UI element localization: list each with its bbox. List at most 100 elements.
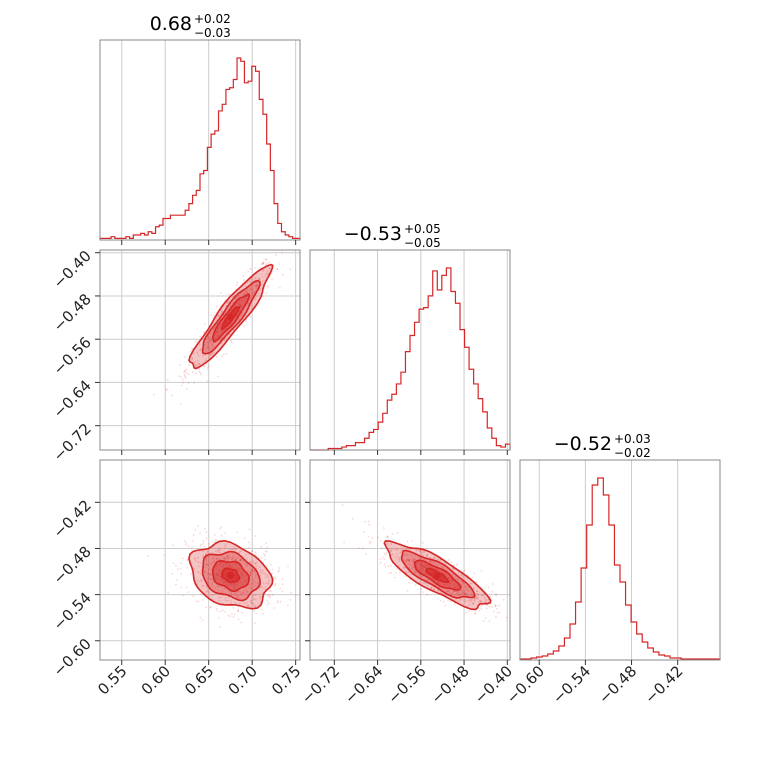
sample-point: [415, 562, 418, 565]
sample-point: [216, 557, 219, 560]
sample-point: [415, 550, 418, 552]
sample-point: [258, 292, 260, 295]
sample-point: [264, 275, 267, 278]
sample-point: [226, 565, 229, 568]
sample-point: [475, 581, 478, 584]
sample-point: [435, 563, 438, 566]
sample-point: [241, 312, 244, 315]
sample-point: [420, 564, 423, 567]
sample-point: [245, 564, 248, 567]
sample-point: [230, 592, 233, 595]
sample-point: [457, 580, 460, 583]
sample-point: [210, 352, 213, 355]
sample-point: [207, 346, 210, 349]
sample-point: [424, 565, 426, 568]
sample-point: [242, 291, 245, 294]
sample-point: [426, 579, 428, 582]
sample-point: [210, 340, 212, 343]
sample-point: [367, 535, 370, 538]
sample-point: [471, 576, 473, 579]
sample-point: [211, 344, 214, 347]
sample-point: [476, 592, 479, 595]
sample-point: [478, 610, 480, 613]
sample-point: [234, 562, 237, 565]
sample-point: [224, 312, 226, 314]
sample-point: [444, 573, 447, 576]
sample-point: [408, 559, 410, 562]
sample-point: [235, 595, 238, 597]
y-tick-label: −0.72: [50, 420, 95, 465]
sample-point: [377, 536, 380, 539]
histogram-step: [519, 477, 721, 660]
sample-point: [197, 362, 200, 365]
sample-point: [195, 372, 197, 375]
sample-point: [240, 574, 243, 577]
sample-point: [166, 378, 169, 381]
sample-point: [224, 557, 226, 560]
sample-point: [343, 541, 346, 544]
sample-point: [199, 545, 202, 548]
sample-point: [429, 561, 432, 563]
sample-point: [236, 591, 238, 594]
sample-point: [240, 304, 243, 307]
sample-point: [259, 597, 261, 600]
sample-point: [216, 574, 219, 577]
sample-point: [436, 589, 439, 592]
sample-point: [413, 558, 416, 561]
sample-point: [232, 616, 235, 618]
sample-point: [221, 594, 224, 597]
sample-point: [495, 592, 497, 595]
sample-point: [278, 286, 281, 289]
histogram-panel-2: −0.60 −0.54 −0.48 −0.42−0.52 +0.03−0.02: [503, 432, 721, 707]
sample-point: [210, 594, 212, 597]
sample-point: [214, 587, 217, 589]
sample-point: [255, 285, 258, 288]
sample-point: [234, 601, 237, 604]
sample-point: [450, 578, 453, 581]
sample-point: [480, 608, 483, 610]
sample-point: [384, 554, 387, 556]
sample-point: [192, 595, 195, 598]
sample-point: [452, 583, 455, 586]
sample-point: [172, 562, 175, 565]
sample-point: [209, 578, 211, 580]
sample-point: [471, 601, 474, 604]
sample-point: [487, 586, 490, 589]
sample-point: [219, 549, 222, 551]
sample-point: [266, 599, 269, 602]
sample-point: [241, 299, 244, 302]
param-title-upper-error: +0.02: [194, 12, 231, 26]
sample-point: [246, 564, 248, 567]
sample-point: [242, 293, 245, 295]
sample-point: [245, 291, 248, 293]
sample-point: [206, 341, 209, 344]
param-title-lower-error: −0.03: [194, 26, 231, 40]
scatter-panel-1: 0.55 0.60 0.65 0.70 0.75−0.60−0.54−0.48−0.42: [50, 459, 304, 698]
sample-point: [218, 551, 221, 554]
sample-point: [429, 560, 432, 563]
sample-point: [484, 598, 486, 601]
sample-point: [237, 597, 240, 599]
sample-point: [240, 621, 243, 624]
sample-point: [251, 292, 254, 295]
sample-point: [242, 589, 245, 592]
sample-point: [206, 346, 209, 349]
sample-point: [250, 278, 253, 280]
sample-point: [422, 565, 425, 568]
sample-point: [216, 574, 219, 577]
sample-point: [484, 601, 487, 604]
sample-point: [243, 301, 246, 303]
sample-point: [261, 276, 264, 279]
sample-point: [447, 589, 450, 592]
sample-point: [226, 556, 229, 559]
sample-point: [247, 570, 249, 573]
sample-point: [216, 355, 218, 358]
sample-point: [194, 361, 196, 364]
sample-point: [263, 554, 266, 557]
sample-point: [394, 556, 397, 558]
sample-point: [468, 590, 470, 593]
sample-point: [469, 582, 472, 585]
sample-point: [224, 532, 227, 535]
sample-point: [362, 531, 365, 534]
